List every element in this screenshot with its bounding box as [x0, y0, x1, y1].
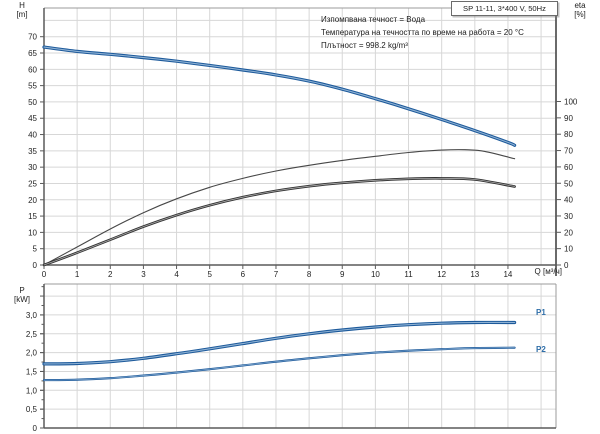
h-axis-tick-label: 20	[28, 196, 37, 205]
p-axis-symbol: P	[19, 286, 25, 295]
curve-p1	[42, 320, 517, 366]
h-axis-unit: [m]	[16, 10, 28, 19]
eta-axis-tick-label: 100	[564, 98, 578, 107]
q-axis-tick-label: 0	[42, 270, 47, 279]
p-axis-tick-label: 2,0	[26, 349, 38, 358]
eta-axis-unit: [%]	[574, 10, 586, 19]
h-axis-tick-label: 35	[28, 147, 37, 156]
h-axis-symbol: H	[19, 1, 25, 10]
h-axis-tick-label: 60	[28, 65, 37, 74]
q-axis-tick-label: 14	[503, 270, 512, 279]
h-axis-label: H [m]	[6, 1, 38, 19]
eta-axis-tick-label: 20	[564, 228, 573, 237]
eta-axis-tick-label: 60	[564, 163, 573, 172]
eta-axis-tick-label: 40	[564, 196, 573, 205]
p2-curve-label: P2	[536, 345, 546, 354]
p-axis-label: P [kW]	[6, 286, 38, 304]
p-axis-tick-label: 1,5	[26, 367, 38, 376]
annotation-line-temperature: Температура на течността по време на раб…	[321, 28, 524, 37]
q-axis-tick-label: 9	[340, 270, 345, 279]
curve-h	[42, 45, 517, 147]
h-axis-tick-label: 5	[33, 245, 38, 254]
q-axis-tick-label: 3	[141, 270, 146, 279]
p-axis-tick-label: 3,0	[26, 311, 38, 320]
p1-curve-label: P1	[536, 308, 546, 317]
eta-axis-tick-label: 50	[564, 179, 573, 188]
h-axis-tick-label: 10	[28, 228, 37, 237]
q-axis-tick-label: 6	[241, 270, 246, 279]
h-axis-tick-label: 50	[28, 98, 37, 107]
eta-axis-symbol: eta	[574, 1, 586, 10]
h-axis-tick-label: 0	[33, 261, 38, 270]
annotation-block: Изпомпвана течност = Вода Температура на…	[321, 13, 524, 52]
h-axis-tick-label: 30	[28, 163, 37, 172]
p-axis-tick-label: 0,5	[26, 405, 38, 414]
annotation-line-fluid: Изпомпвана течност = Вода	[321, 15, 426, 24]
h-axis-tick-label: 45	[28, 114, 37, 123]
eta-axis-tick-label: 70	[564, 147, 573, 156]
q-axis-tick-label: 2	[108, 270, 113, 279]
q-axis-tick-label: 8	[307, 270, 312, 279]
curve-p1-core	[43, 321, 516, 365]
eta-axis-tick-label: 0	[564, 261, 569, 270]
curve-p2-core	[43, 347, 515, 381]
p-axis-tick-label: 1,0	[26, 386, 38, 395]
q-axis-tick-label: 7	[274, 270, 279, 279]
q-axis-tick-label: 4	[174, 270, 179, 279]
curve-eta-pump-motor-core	[43, 177, 515, 266]
h-axis-tick-label: 25	[28, 179, 37, 188]
q-axis-tick-label: 5	[207, 270, 212, 279]
p-axis-unit: [kW]	[14, 295, 30, 304]
q-axis-tick-label: 11	[404, 270, 413, 279]
q-axis-tick-label: 10	[371, 270, 380, 279]
q-axis-tick-label: 13	[470, 270, 479, 279]
eta-axis-tick-label: 80	[564, 130, 573, 139]
h-axis-tick-label: 65	[28, 49, 37, 58]
pump-title-box: SP 11-11, 3*400 V, 50Hz	[451, 1, 558, 16]
q-axis-label: Q [м³/ч]	[534, 267, 562, 276]
p-axis-tick-label: 2,5	[26, 330, 38, 339]
h-axis-tick-label: 55	[28, 82, 37, 91]
q-axis-tick-label: 1	[75, 270, 80, 279]
p-axis-tick-label: 0	[33, 424, 38, 433]
eta-axis-tick-label: 10	[564, 245, 573, 254]
h-axis-tick-label: 70	[28, 33, 37, 42]
eta-axis-tick-label: 90	[564, 114, 573, 123]
annotation-line-density: Плътност = 998.2 kg/m³	[321, 41, 408, 50]
h-axis-tick-label: 40	[28, 131, 37, 140]
curve-eta-pump-motor	[42, 177, 516, 267]
curve-eta-pump	[43, 149, 516, 266]
eta-axis-tick-label: 30	[564, 212, 573, 221]
curve-h-core	[43, 46, 516, 146]
eta-axis-label: eta [%]	[564, 1, 596, 19]
h-axis-tick-label: 15	[28, 212, 37, 221]
q-axis-tick-label: 12	[437, 270, 446, 279]
